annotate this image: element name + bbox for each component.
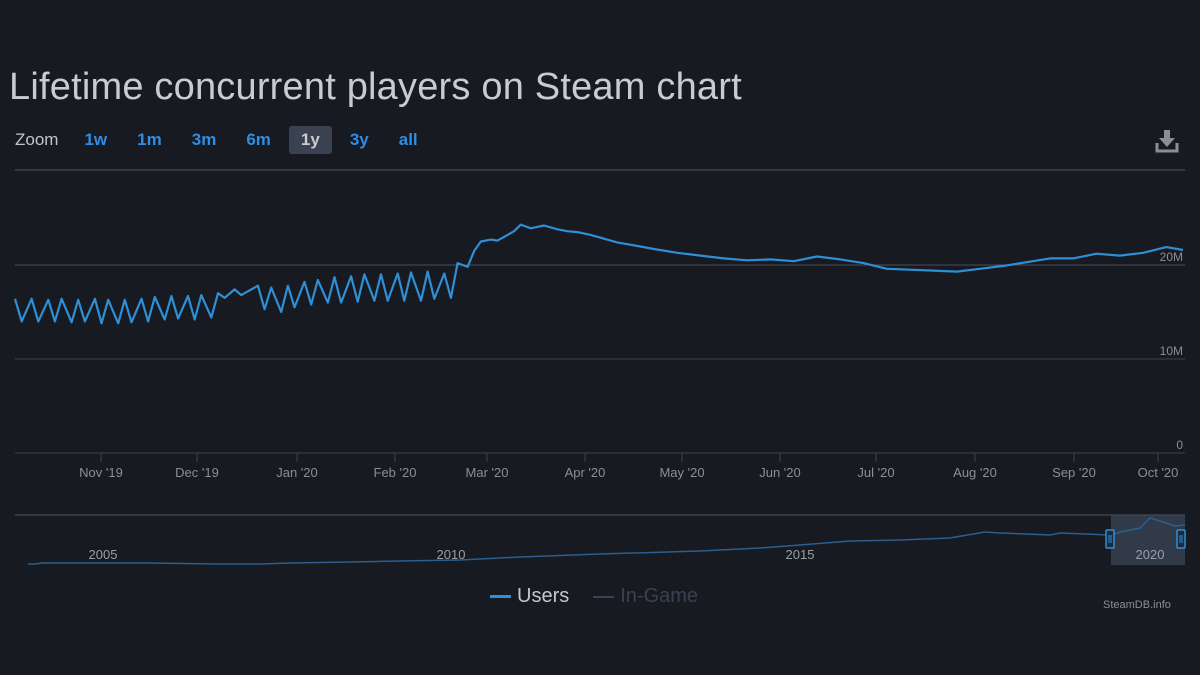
zoom-label: Zoom xyxy=(15,130,59,149)
navigator-series-line xyxy=(28,517,1186,565)
x-tick-label: Jun '20 xyxy=(759,465,801,480)
download-icon xyxy=(1155,130,1179,153)
x-tick-label: Apr '20 xyxy=(565,465,606,480)
zoom-1w-button[interactable]: 1w xyxy=(84,130,108,149)
zoom-6m-button[interactable]: 6m xyxy=(246,130,271,149)
x-tick-label: Oct '20 xyxy=(1138,465,1179,480)
navigator-selection[interactable] xyxy=(1111,515,1185,565)
navigator[interactable]: 2005 2010 2015 2020 xyxy=(15,514,1186,565)
x-tick-label: Feb '20 xyxy=(374,465,417,480)
zoom-3y-button[interactable]: 3y xyxy=(349,130,369,149)
x-tick-label: Mar '20 xyxy=(466,465,509,480)
download-button[interactable] xyxy=(1154,128,1180,154)
legend-swatch-in-game xyxy=(593,595,615,598)
legend-item-users[interactable]: Users xyxy=(490,585,569,608)
x-tick-label: Aug '20 xyxy=(953,465,997,480)
navigator-year-label: 2015 xyxy=(786,547,815,562)
zoom-all-button[interactable]: all xyxy=(398,130,418,149)
legend-label-in-game: In-Game xyxy=(620,585,699,607)
y-tick-20m: 20M xyxy=(1160,250,1183,264)
legend-swatch-users xyxy=(490,595,511,598)
zoom-bar: Zoom 1w 1m 3m 6m 1y 3y all xyxy=(15,126,436,154)
page-title: Lifetime concurrent players on Steam cha… xyxy=(9,66,742,108)
users-series-line[interactable] xyxy=(13,223,1184,325)
navigator-right-handle[interactable] xyxy=(1176,529,1186,549)
y-axis: 20M 10M 0 xyxy=(1160,250,1184,452)
credits-link[interactable]: SteamDB.info xyxy=(1103,599,1171,611)
x-tick-label: Sep '20 xyxy=(1052,465,1096,480)
navigator-year-label: 2010 xyxy=(437,547,466,562)
x-tick-label: Jan '20 xyxy=(276,465,318,480)
navigator-year-label: 2005 xyxy=(89,547,118,562)
zoom-1y-button[interactable]: 1y xyxy=(288,126,332,154)
x-tick-label: Dec '19 xyxy=(175,465,219,480)
x-axis: Nov '19 Dec '19 Jan '20 Feb '20 Mar '20 … xyxy=(79,465,1178,480)
gridlines xyxy=(15,264,1185,454)
legend-item-in-game[interactable]: In-Game xyxy=(593,585,698,608)
legend-label-users: Users xyxy=(517,585,570,607)
x-axis-ticks xyxy=(100,453,1159,462)
x-tick-label: May '20 xyxy=(659,465,704,480)
zoom-3m-button[interactable]: 3m xyxy=(191,130,217,149)
navigator-year-label: 2020 xyxy=(1136,547,1165,562)
y-tick-0: 0 xyxy=(1176,438,1183,452)
navigator-left-handle[interactable] xyxy=(1105,529,1115,549)
legend: Users In-Game xyxy=(490,585,722,608)
x-tick-label: Jul '20 xyxy=(857,465,894,480)
x-tick-label: Nov '19 xyxy=(79,465,123,480)
zoom-1m-button[interactable]: 1m xyxy=(137,130,162,149)
y-tick-10m: 10M xyxy=(1160,344,1183,358)
